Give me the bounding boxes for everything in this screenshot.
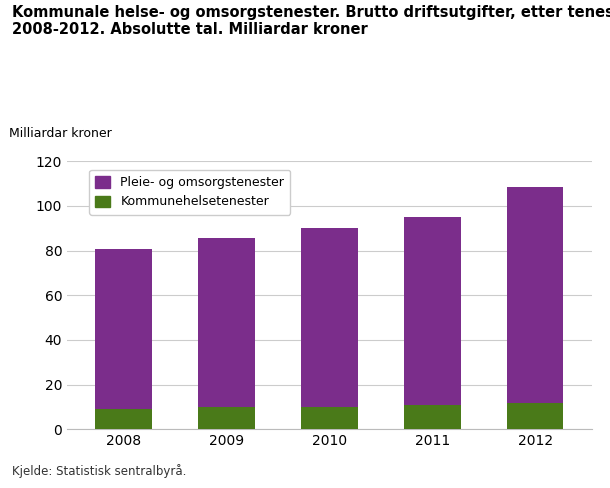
Bar [95,409,152,429]
Bar [198,407,255,429]
Bar [198,238,255,407]
Bar [507,187,564,403]
Bar [404,405,461,429]
Bar [301,228,357,407]
Bar [507,403,564,429]
Text: Kjelde: Statistisk sentralbyrå.: Kjelde: Statistisk sentralbyrå. [12,464,187,478]
Bar [404,217,461,405]
Legend: Pleie- og omsorgstenester, Kommunehelsetenester: Pleie- og omsorgstenester, Kommunehelset… [89,170,290,215]
Bar [95,249,152,409]
Bar [301,407,357,429]
Text: Kommunale helse- og omsorgstenester. Brutto driftsutgifter, etter teneste.
2008-: Kommunale helse- og omsorgstenester. Bru… [12,5,610,37]
Text: Milliardar kroner: Milliardar kroner [9,126,112,140]
